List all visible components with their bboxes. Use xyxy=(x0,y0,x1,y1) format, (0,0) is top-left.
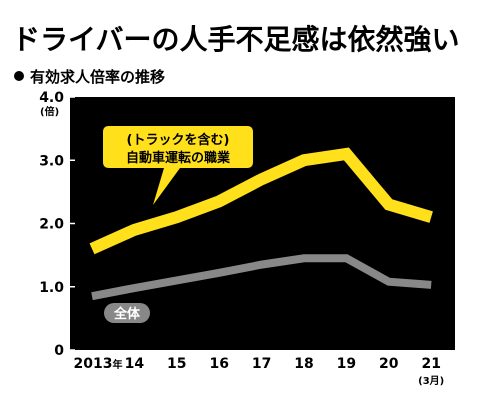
y-axis-unit: (倍) xyxy=(40,105,59,118)
x-tick-label: 21 xyxy=(421,356,440,372)
series-line-1 xyxy=(91,254,432,301)
x-tick-suffix: 年 xyxy=(112,358,122,371)
y-tick-label: 0 xyxy=(54,343,64,359)
label-pill xyxy=(104,303,150,323)
chart-title: ドライバーの人手不足感は依然強い xyxy=(12,23,460,56)
x-tick-label: 15 xyxy=(167,356,186,372)
y-tick-label: 1.0 xyxy=(39,280,64,296)
callout-line-2: 自動車運転の職業 xyxy=(126,150,231,166)
bullet-icon xyxy=(14,71,24,81)
x-tick-label: 2013年 xyxy=(74,356,123,372)
y-tick-label: 2.0 xyxy=(39,217,64,233)
series-line-0 xyxy=(89,147,433,255)
x-tick-label: 16 xyxy=(209,356,228,372)
x-axis: 2013年 14 15 16 17 18 19 20 21 (3月) xyxy=(74,356,445,387)
x-tick-label: 20 xyxy=(379,356,399,372)
x-tick-label: 19 xyxy=(337,356,356,372)
series-layer xyxy=(89,147,433,301)
callout-bubble xyxy=(103,126,253,205)
chart-subtitle: 有効求人倍率の推移 xyxy=(14,66,165,87)
x-tick-note: (3月) xyxy=(418,375,444,387)
x-tick-label: 14 xyxy=(125,356,145,372)
subtitle-text: 有効求人倍率の推移 xyxy=(30,68,166,86)
label-text: 全体 xyxy=(113,306,141,322)
callout-line-1: (トラックを含む) xyxy=(127,132,230,148)
x-tick-label: 18 xyxy=(294,356,313,372)
y-tick-label: 3.0 xyxy=(39,153,64,169)
series-label-all: 全体 xyxy=(104,303,150,323)
series-label-driver: (トラックを含む) 自動車運転の職業 xyxy=(103,126,253,205)
x-tick-label: 17 xyxy=(252,356,271,372)
y-axis: 0 1.0 2.0 3.0 4.0 xyxy=(39,90,75,359)
y-tick-label: 4.0 xyxy=(39,90,64,106)
